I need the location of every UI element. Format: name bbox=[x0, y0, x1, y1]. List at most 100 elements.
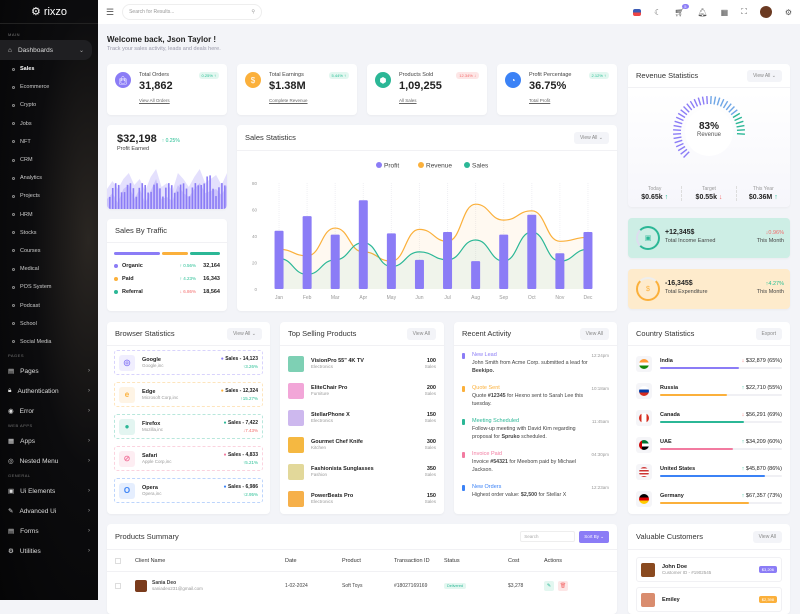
kpi-link[interactable]: All Sales bbox=[399, 98, 442, 103]
sidebar-subitem[interactable]: Projects bbox=[0, 187, 98, 205]
income-change: ↓0.96%This Month bbox=[757, 230, 784, 244]
legend-item[interactable]: Sales bbox=[464, 162, 489, 170]
sidebar-item[interactable]: 🔒︎Authentication› bbox=[0, 381, 98, 401]
sidebar-subitem[interactable]: Podcast bbox=[0, 296, 98, 314]
sidebar-item[interactable]: ▤Forms› bbox=[0, 521, 98, 541]
view-all-button[interactable]: View All bbox=[753, 531, 782, 543]
fullscreen-icon[interactable]: ⛶ bbox=[741, 7, 747, 17]
bar-profit[interactable] bbox=[471, 261, 480, 289]
delete-icon[interactable]: 🗑︎ bbox=[558, 581, 568, 591]
sort-by-button[interactable]: Sort By ⌄ bbox=[579, 531, 609, 543]
kpi-link[interactable]: Total Profit bbox=[529, 98, 572, 103]
traffic-bar bbox=[107, 243, 227, 259]
sidebar-item[interactable]: ✎Advanced Ui› bbox=[0, 501, 98, 521]
stat-label: Today bbox=[628, 186, 681, 192]
column-header[interactable]: Status bbox=[444, 558, 508, 564]
bar-profit[interactable] bbox=[583, 232, 592, 289]
kpi-link[interactable]: Complete Revenue bbox=[269, 98, 308, 103]
view-all-button[interactable]: View All ⌄ bbox=[227, 328, 262, 340]
bar-profit[interactable] bbox=[443, 232, 452, 289]
moon-icon[interactable]: ☾ bbox=[654, 8, 661, 17]
bar-profit[interactable] bbox=[331, 235, 340, 289]
bar-profit[interactable] bbox=[555, 253, 564, 289]
bar-profit[interactable] bbox=[415, 260, 424, 289]
menu-toggle-icon[interactable]: ☰ bbox=[106, 7, 114, 18]
sidebar-subitem[interactable]: Social Media bbox=[0, 333, 98, 351]
sidebar-subitem[interactable]: Jobs bbox=[0, 115, 98, 133]
avatar[interactable] bbox=[760, 6, 772, 18]
bar-profit[interactable] bbox=[359, 200, 368, 289]
bar-profit[interactable] bbox=[527, 215, 536, 289]
view-all-button[interactable]: View All ⌄ bbox=[574, 132, 609, 144]
table-search-input[interactable]: Search bbox=[520, 531, 575, 542]
brand-logo[interactable]: ⚙rixzo bbox=[0, 0, 98, 24]
column-header[interactable]: Cost bbox=[508, 558, 544, 564]
sidebar-subitem[interactable]: Courses bbox=[0, 242, 98, 260]
activity-time: 12:24pm bbox=[591, 353, 609, 358]
sidebar-subitem[interactable]: POS System bbox=[0, 278, 98, 296]
sidebar-subitem[interactable]: Ecommerce bbox=[0, 78, 98, 96]
country-progress-fill bbox=[660, 367, 739, 369]
apps-grid-icon[interactable]: ▦ bbox=[721, 8, 729, 17]
traffic-value: 32,164 bbox=[200, 263, 220, 269]
cart-icon[interactable]: 🛒︎5 bbox=[674, 8, 684, 17]
export-button[interactable]: Export bbox=[756, 328, 782, 340]
column-header[interactable]: Client Name bbox=[135, 558, 285, 564]
legend-item[interactable]: Profit bbox=[376, 162, 399, 170]
select-all-checkbox[interactable] bbox=[115, 558, 121, 564]
sidebar-item[interactable]: ▣Ui Elements› bbox=[0, 481, 98, 501]
label: School bbox=[20, 321, 37, 327]
bell-icon[interactable]: 🔔︎ bbox=[698, 8, 708, 17]
sidebar-subitem[interactable]: CRM bbox=[0, 151, 98, 169]
sidebar-subitem[interactable]: Sales bbox=[0, 60, 98, 78]
kpi-link[interactable]: View All Orders bbox=[139, 98, 173, 103]
bar-profit[interactable] bbox=[499, 235, 508, 289]
us-flag-icon[interactable] bbox=[633, 9, 641, 16]
sidebar-item[interactable]: ⚙Utilities› bbox=[0, 541, 98, 561]
view-all-button[interactable]: View All ⌄ bbox=[747, 70, 782, 82]
sidebar-subitem[interactable]: Analytics bbox=[0, 169, 98, 187]
sidebar-subitem[interactable]: HRM bbox=[0, 206, 98, 224]
sidebar-subitem[interactable]: Medical bbox=[0, 260, 98, 278]
column-header[interactable]: Transaction ID bbox=[394, 558, 444, 564]
view-all-button[interactable]: View All bbox=[580, 328, 609, 340]
column-header[interactable]: Date bbox=[285, 558, 342, 564]
sidebar-subitem[interactable]: NFT bbox=[0, 133, 98, 151]
column-header[interactable]: Product bbox=[342, 558, 394, 564]
search-input[interactable]: Search for Results...⚲ bbox=[122, 4, 262, 20]
view-all-button[interactable]: View All bbox=[407, 328, 436, 340]
product-image bbox=[288, 383, 304, 399]
sidebar-subitem[interactable]: Crypto bbox=[0, 96, 98, 114]
edit-icon[interactable]: ✎ bbox=[544, 581, 554, 591]
bar-profit[interactable] bbox=[387, 233, 396, 289]
sidebar-item-dashboards[interactable]: ⌂Dashboards⌄ bbox=[0, 40, 92, 60]
column-header[interactable]: Actions bbox=[544, 558, 584, 564]
sidebar-subitem[interactable]: School bbox=[0, 315, 98, 333]
row-checkbox[interactable] bbox=[115, 583, 121, 589]
sidebar-item[interactable]: ◎Nested Menu› bbox=[0, 451, 98, 471]
bar-profit[interactable] bbox=[303, 216, 312, 289]
legend-item[interactable]: Revenue bbox=[418, 162, 452, 170]
settings-gear-icon[interactable]: ⚙ bbox=[785, 8, 792, 17]
sparkline-bar bbox=[153, 185, 155, 209]
sidebar-subitem[interactable]: Stocks bbox=[0, 224, 98, 242]
sidebar-item[interactable]: ◉Error› bbox=[0, 401, 98, 421]
sidebar-item[interactable]: ▤Pages› bbox=[0, 361, 98, 381]
bar-profit[interactable] bbox=[275, 231, 284, 289]
section-general: GENERAL bbox=[0, 471, 98, 481]
circle-icon bbox=[12, 140, 15, 143]
sidebar-item[interactable]: ▦Apps› bbox=[0, 431, 98, 451]
